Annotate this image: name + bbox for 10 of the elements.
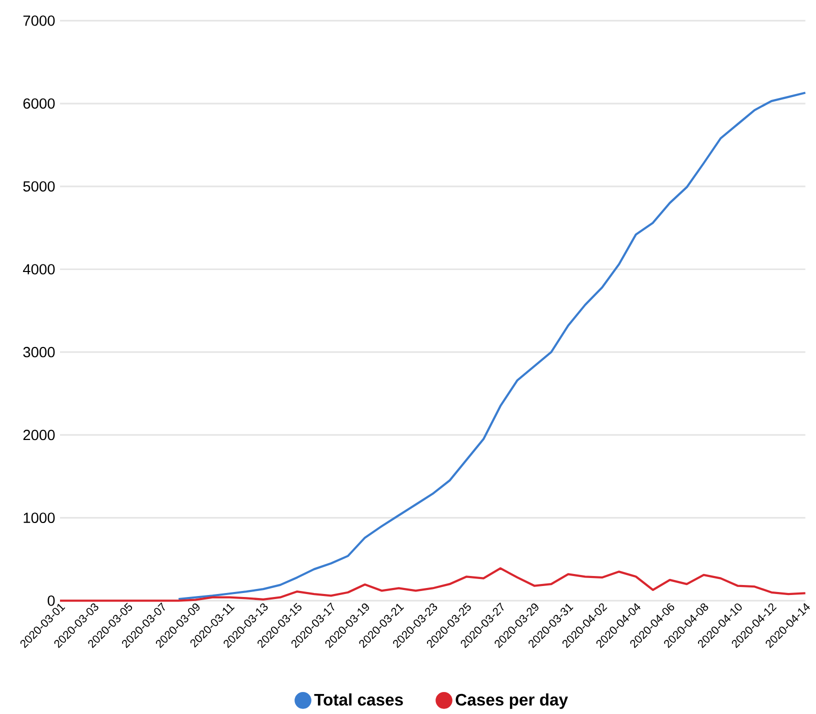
y-tick-label: 5000 — [23, 181, 55, 192]
y-tick-label: 2000 — [23, 430, 55, 440]
y-tick-label: 4000 — [23, 264, 55, 274]
y-tick-label: 3000 — [23, 346, 55, 358]
y-tick-label: 7000 — [23, 15, 55, 26]
y-tick-label: 1000 — [24, 512, 55, 524]
legend-label: Total cases — [314, 693, 403, 706]
y-tick-label: 6000 — [23, 98, 55, 109]
legend-label: Cases per day — [456, 693, 568, 709]
y-tick-label: 0 — [48, 595, 55, 606]
